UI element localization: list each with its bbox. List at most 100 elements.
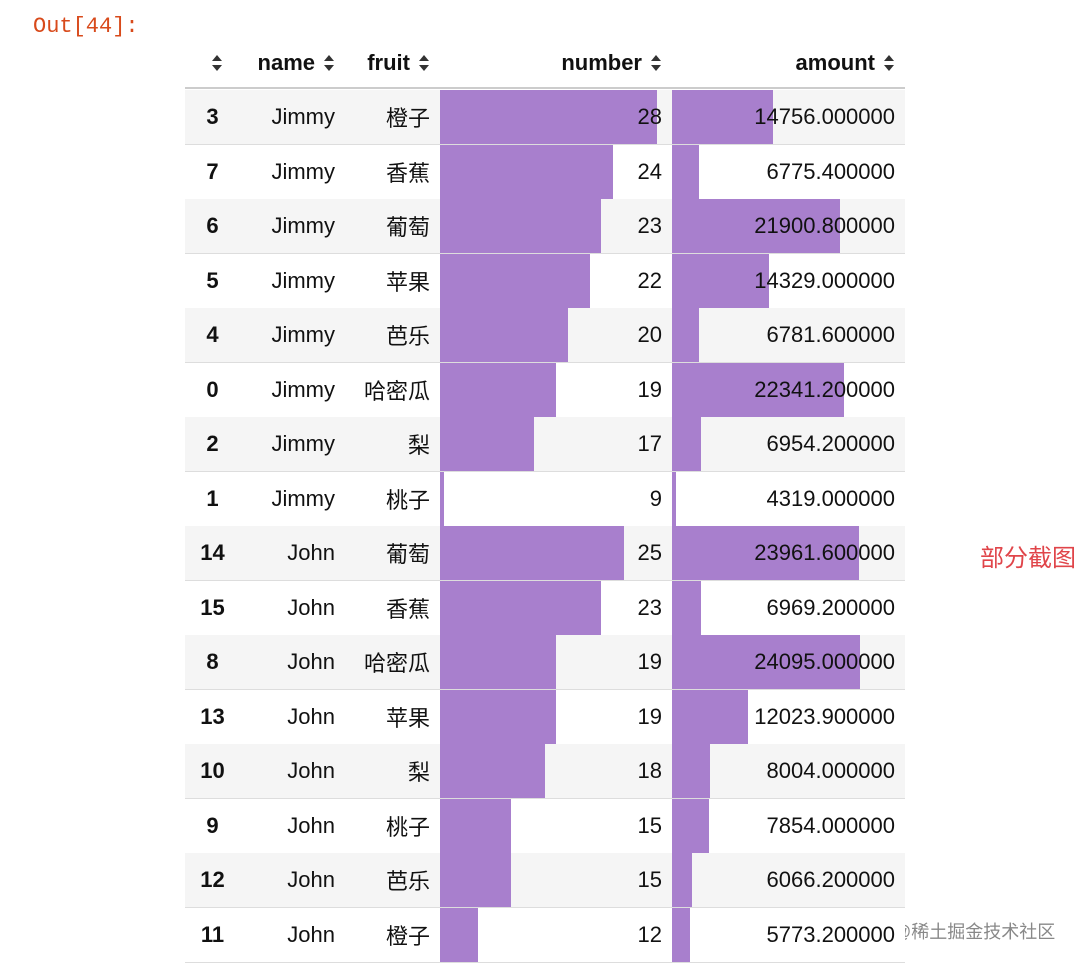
cell-text: Jimmy: [271, 431, 335, 456]
output-prompt: Out[44]:: [33, 14, 139, 39]
cell-text: 橙子: [385, 923, 430, 949]
cell-text: 桃子: [385, 814, 430, 840]
data-bar: [440, 471, 444, 526]
data-bar: [672, 907, 690, 962]
cell-text: 25: [637, 540, 662, 565]
table-cell: 28: [440, 90, 672, 144]
data-bar: [672, 308, 699, 362]
table-cell: 桃子: [345, 472, 440, 526]
cell-text: 28: [637, 104, 662, 129]
header-text: name: [257, 50, 315, 75]
cell-text: John: [287, 649, 335, 674]
cell-text: 21900.800000: [754, 213, 895, 238]
cell-text: 17: [637, 431, 662, 456]
table-cell: John: [240, 581, 345, 635]
row-index: 2: [185, 417, 240, 471]
data-bar: [672, 744, 711, 798]
cell-text: 9: [206, 812, 219, 838]
cell-text: 2: [206, 431, 219, 456]
table-cell: 橙子: [345, 908, 440, 962]
data-bar: [440, 417, 534, 471]
data-bar: [440, 144, 613, 199]
data-bar: [672, 689, 748, 744]
table-cell: 葡萄: [345, 526, 440, 580]
cell-text: 香蕉: [385, 596, 430, 622]
data-bar: [440, 308, 568, 362]
table-cell: 22341.200000: [672, 362, 905, 417]
cell-text: 7854.000000: [766, 812, 895, 838]
cell-text: Jimmy: [271, 267, 335, 293]
cell-text: 芭乐: [385, 869, 430, 894]
cell-text: 8004.000000: [766, 758, 895, 783]
header-rule: [185, 87, 905, 89]
row-index: 5: [185, 254, 240, 308]
data-bar: [440, 199, 602, 253]
table-cell: 6954.200000: [672, 417, 905, 471]
cell-text: John: [287, 812, 335, 838]
table-cell: 7854.000000: [672, 798, 905, 853]
cell-text: 22341.200000: [754, 376, 895, 402]
table-cell: John: [240, 744, 345, 798]
table-cell: John: [240, 799, 345, 853]
data-bar: [672, 526, 859, 580]
table-cell: Jimmy: [240, 145, 345, 199]
row-index: 8: [185, 635, 240, 689]
table-cell: Jimmy: [240, 90, 345, 144]
data-bar: [672, 199, 840, 253]
table-cell: 5773.200000: [672, 907, 905, 962]
cell-text: 23: [637, 594, 662, 620]
table-cell: 哈密瓜: [345, 363, 440, 417]
cell-text: 橙子: [385, 106, 430, 131]
cell-text: 6954.200000: [766, 431, 895, 456]
cell-text: 11: [200, 921, 225, 947]
table-cell: 15: [440, 853, 672, 907]
cell-text: 14756.000000: [754, 104, 895, 129]
table-cell: 葡萄: [345, 199, 440, 253]
table-cell: 24095.000000: [672, 635, 905, 689]
cell-text: Jimmy: [271, 485, 335, 511]
data-bar: [440, 253, 591, 308]
cell-text: John: [287, 758, 335, 783]
data-bar: [672, 417, 701, 471]
table-cell: 19: [440, 689, 672, 744]
cell-text: 19: [637, 703, 662, 729]
row-index: 4: [185, 308, 240, 362]
table-cell: 哈密瓜: [345, 635, 440, 689]
cell-text: 6775.400000: [766, 158, 895, 184]
cell-text: 15: [637, 812, 662, 838]
cell-text: 梨: [407, 760, 430, 785]
cell-text: 19: [637, 649, 662, 674]
data-bar: [440, 580, 602, 635]
column-header[interactable]: fruit: [345, 36, 440, 90]
table-cell: 芭乐: [345, 853, 440, 907]
cell-text: 1: [206, 485, 219, 511]
table-cell: Jimmy: [240, 472, 345, 526]
table-cell: 25: [440, 526, 672, 580]
cell-text: 苹果: [385, 269, 430, 295]
data-bar: [440, 907, 478, 962]
cell-text: Jimmy: [271, 376, 335, 402]
column-header[interactable]: number: [440, 36, 672, 90]
cell-text: 5: [206, 267, 219, 293]
column-header[interactable]: amount: [672, 36, 905, 90]
table-cell: 芭乐: [345, 308, 440, 362]
row-index: 0: [185, 363, 240, 417]
watermark: @稀土掘金技术社区: [893, 922, 1056, 942]
column-header[interactable]: name: [240, 36, 345, 90]
cell-text: 3: [206, 104, 219, 129]
data-bar: [672, 471, 676, 526]
table-cell: Jimmy: [240, 254, 345, 308]
cell-text: John: [287, 867, 335, 892]
table-cell: John: [240, 853, 345, 907]
cell-text: 哈密瓜: [363, 651, 430, 676]
sort-button[interactable]: [185, 36, 240, 90]
cell-text: 14329.000000: [754, 267, 895, 293]
cell-text: 15: [637, 867, 662, 892]
table-row: [185, 907, 905, 963]
cell-text: 梨: [407, 433, 430, 458]
cell-text: 12: [637, 921, 662, 947]
table-cell: 22: [440, 253, 672, 308]
table-cell: 6781.600000: [672, 308, 905, 362]
table-cell: 23961.600000: [672, 526, 905, 580]
cell-text: 24: [637, 158, 662, 184]
